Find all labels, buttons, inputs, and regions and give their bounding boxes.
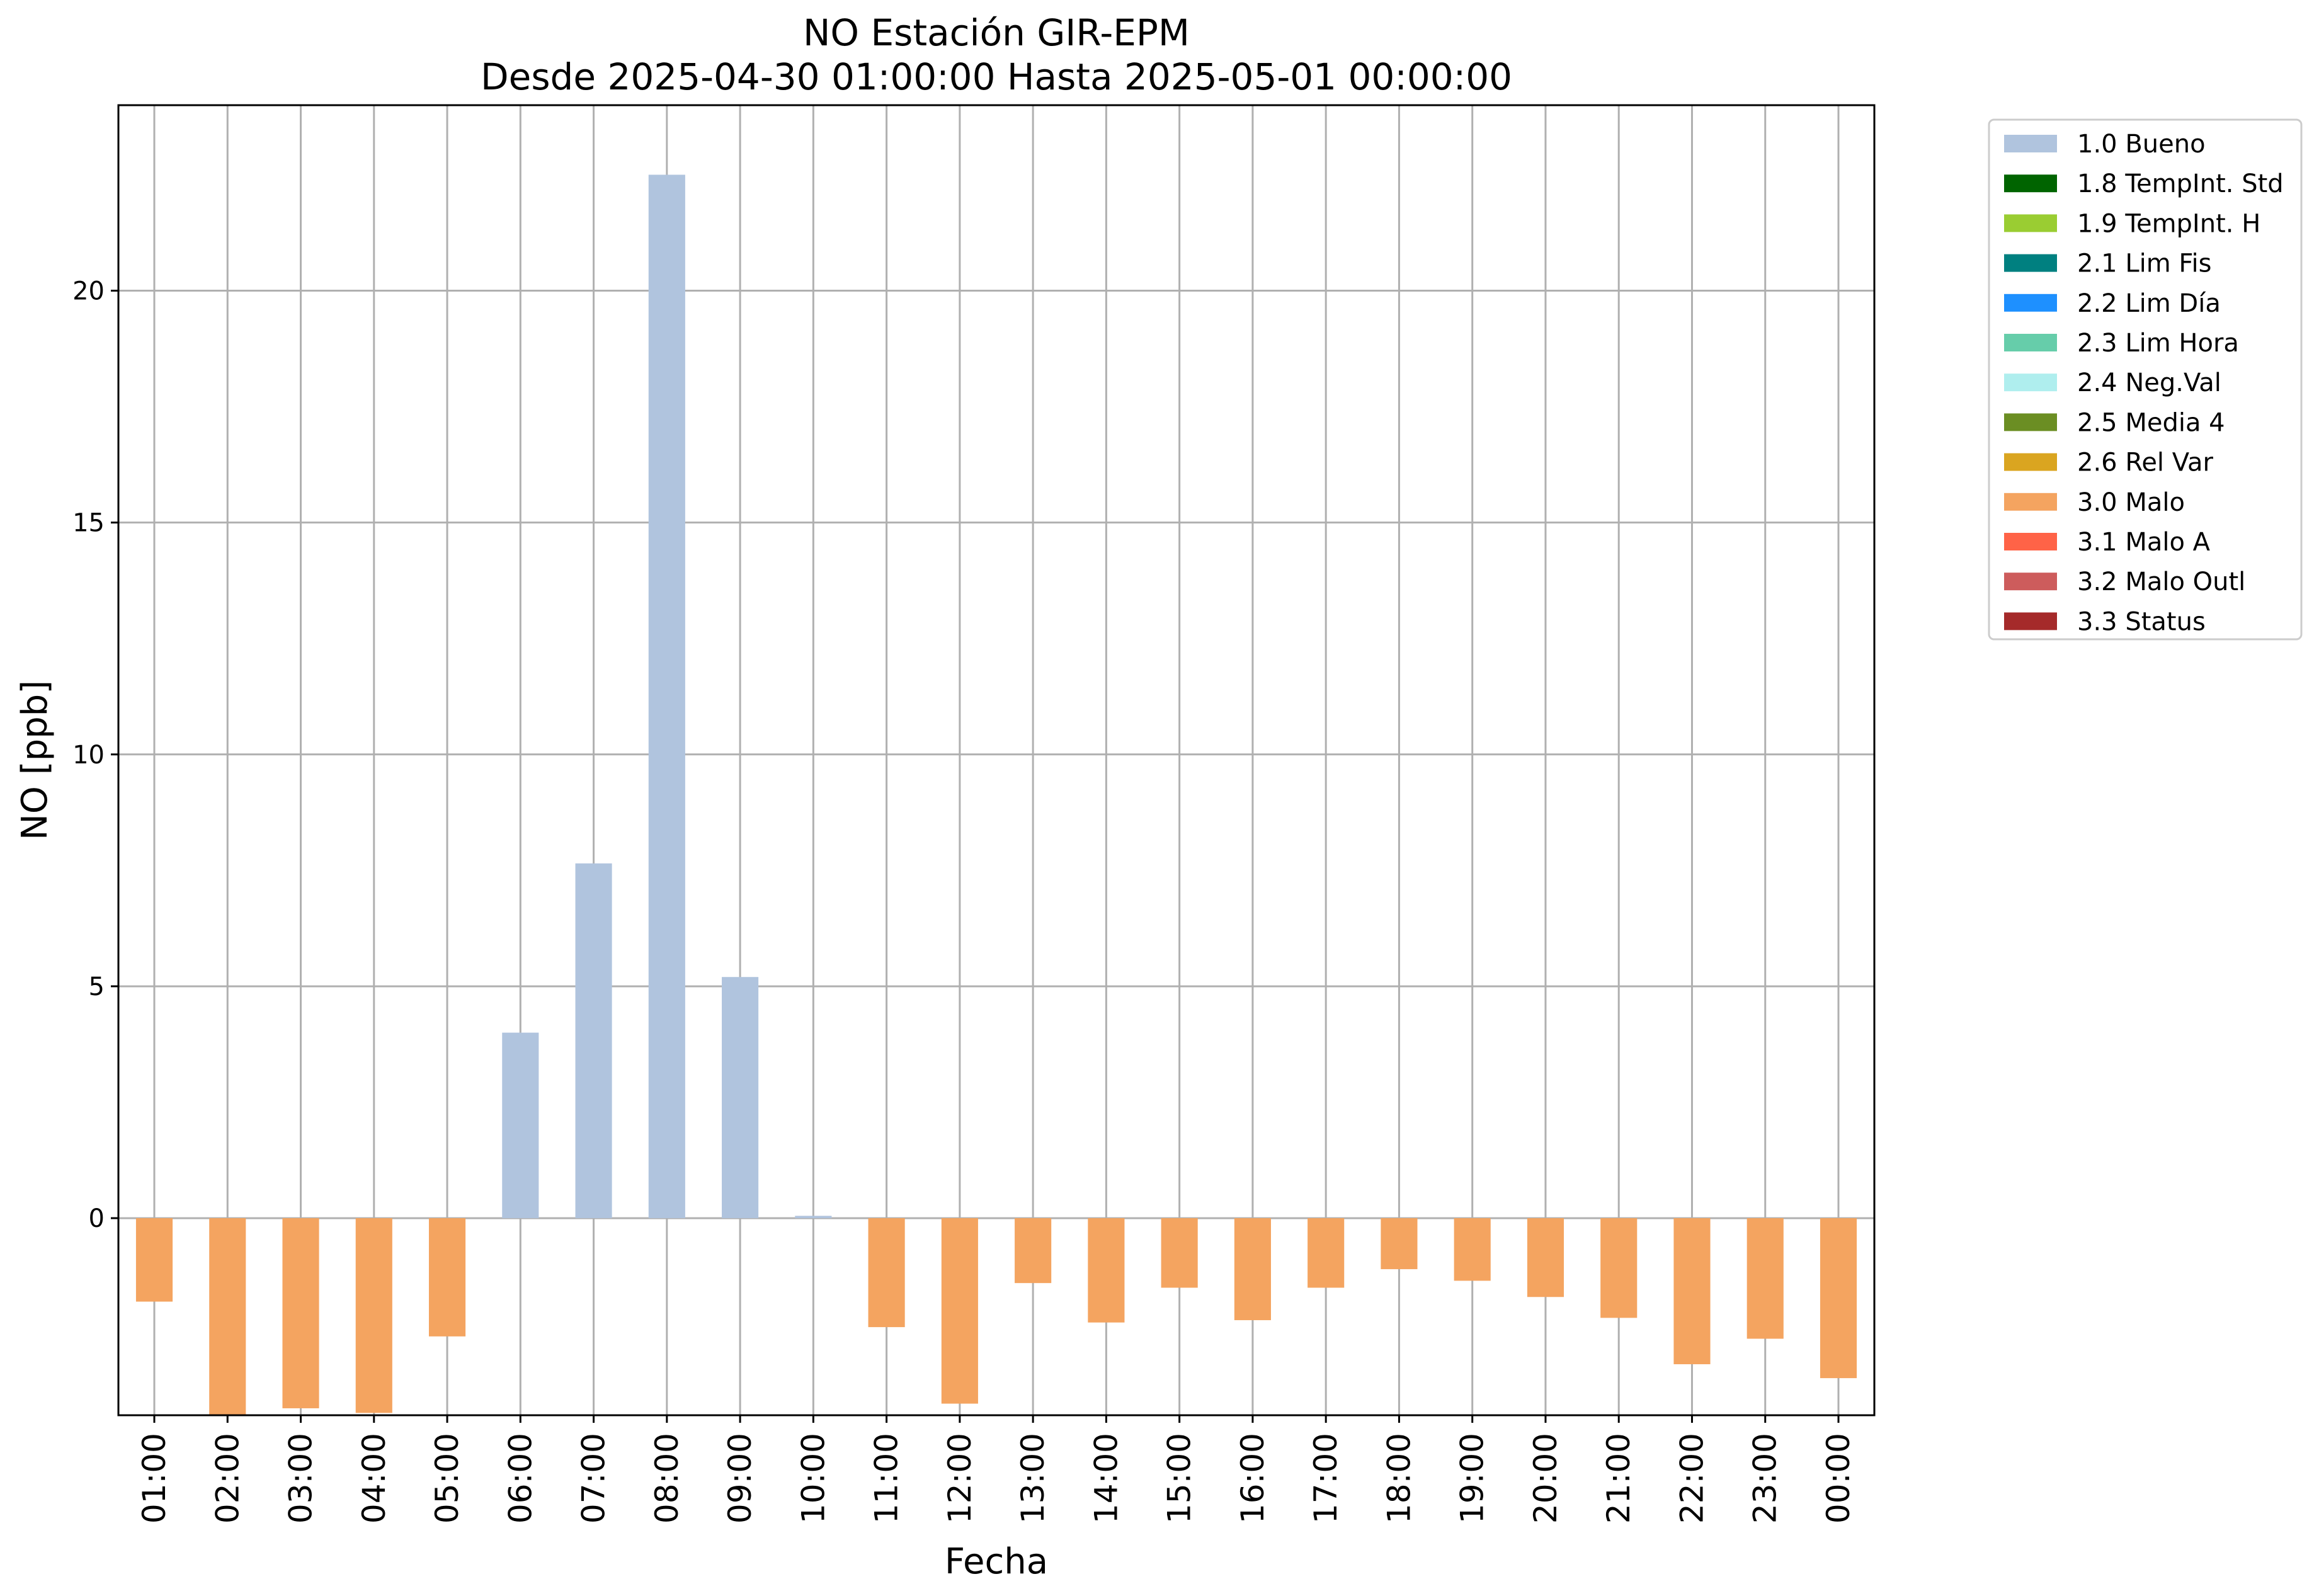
legend-swatch (2004, 453, 2057, 471)
y-tick-label: 0 (89, 1204, 105, 1233)
legend-label: 1.9 TempInt. H (2077, 209, 2260, 238)
plot-frame (117, 104, 1876, 1416)
bar-0900 (722, 977, 759, 1219)
x-tick-label: 16:00 (1234, 1433, 1271, 1524)
bars (135, 174, 1857, 1415)
legend-items: 1.0 Bueno 1.8 TempInt. Std 1.9 TempInt. H 2… (2004, 130, 2284, 636)
bar-0000 (1820, 1218, 1857, 1379)
x-tick-label: 05:00 (429, 1433, 465, 1524)
legend-swatch (2004, 214, 2057, 232)
legend-label: 1.8 TempInt. Std (2077, 169, 2284, 198)
legend-swatch (2004, 493, 2057, 511)
bar-1100 (868, 1218, 905, 1328)
x-tick-label: 14:00 (1088, 1433, 1124, 1524)
bar-0500 (428, 1218, 466, 1337)
legend-swatch (2004, 373, 2057, 392)
legend-label: 3.3 Status (2077, 607, 2206, 636)
legend-swatch (2004, 254, 2057, 272)
x-tick-label: 01:00 (136, 1433, 173, 1524)
bar-0300 (282, 1218, 319, 1408)
y-tick-label: 10 (72, 741, 105, 770)
bar-0100 (135, 1218, 173, 1302)
x-axis-ticks: 01:00 02:00 03:00 04:00 05:00 06:00 07:00 08:00… (136, 1415, 1857, 1524)
bar-0800 (648, 174, 685, 1219)
legend-swatch (2004, 174, 2057, 193)
bar-1900 (1454, 1218, 1491, 1281)
x-tick-label: 23:00 (1747, 1433, 1784, 1524)
legend-label: 1.0 Bueno (2077, 130, 2206, 159)
legend-swatch (2004, 135, 2057, 152)
legend-label: 2.2 Lim Día (2077, 289, 2221, 318)
bar-0600 (502, 1032, 539, 1219)
x-tick-label: 18:00 (1381, 1433, 1417, 1524)
x-tick-label: 09:00 (722, 1433, 758, 1524)
x-tick-label: 00:00 (1820, 1433, 1857, 1524)
bar-1800 (1381, 1218, 1418, 1270)
bar-1700 (1308, 1218, 1345, 1288)
x-tick-label: 20:00 (1527, 1433, 1564, 1524)
y-axis-label: NO [ppb] (14, 680, 55, 840)
bar-0400 (355, 1218, 392, 1413)
bar-2200 (1673, 1218, 1711, 1365)
x-tick-label: 02:00 (209, 1433, 246, 1524)
legend: 1.0 Bueno 1.8 TempInt. Std 1.9 TempInt. H 2… (1988, 118, 2303, 641)
legend-swatch (2004, 612, 2057, 630)
chart-title: NO Estación GIR-EPM (803, 11, 1190, 54)
legend-label: 3.1 Malo A (2077, 528, 2211, 557)
legend-label: 3.2 Malo Outl (2077, 567, 2245, 596)
legend-label: 2.4 Neg.Val (2077, 368, 2221, 397)
bar-1400 (1088, 1218, 1125, 1323)
x-tick-label: 08:00 (649, 1433, 685, 1524)
legend-label: 2.1 Lim Fis (2077, 249, 2211, 278)
legend-frame (1988, 118, 2303, 641)
x-axis-label: Fecha (945, 1541, 1048, 1582)
x-tick-label: 12:00 (942, 1433, 978, 1524)
bar-1600 (1234, 1218, 1271, 1321)
bar-2000 (1527, 1218, 1564, 1297)
legend-swatch (2004, 533, 2057, 550)
x-tick-label: 17:00 (1308, 1433, 1344, 1524)
x-tick-label: 10:00 (795, 1433, 831, 1524)
legend-label: 2.6 Rel Var (2077, 448, 2214, 477)
chart-subtitle: Desde 2025-04-30 01:00:00 Hasta 2025-05-… (481, 55, 1512, 98)
x-tick-label: 04:00 (356, 1433, 392, 1524)
y-axis-ticks: 0 5 10 15 20 (72, 277, 118, 1233)
y-tick-label: 15 (72, 509, 105, 538)
bar-1500 (1161, 1218, 1198, 1288)
bar-2300 (1746, 1218, 1784, 1339)
legend-swatch (2004, 294, 2057, 312)
x-tick-label: 07:00 (576, 1433, 612, 1524)
x-tick-label: 03:00 (283, 1433, 319, 1524)
y-tick-label: 5 (89, 972, 105, 1001)
x-tick-label: 22:00 (1673, 1433, 1710, 1524)
x-tick-label: 21:00 (1600, 1433, 1637, 1524)
x-tick-label: 15:00 (1161, 1433, 1198, 1524)
x-tick-label: 13:00 (1015, 1433, 1051, 1524)
legend-label: 3.0 Malo (2077, 488, 2185, 517)
bar-0700 (575, 863, 612, 1219)
legend-label: 2.5 Media 4 (2077, 408, 2225, 437)
legend-label: 2.3 Lim Hora (2077, 329, 2239, 358)
bar-1000 (795, 1216, 832, 1219)
x-tick-label: 19:00 (1454, 1433, 1491, 1524)
x-tick-label: 11:00 (869, 1433, 905, 1524)
bar-1300 (1015, 1218, 1052, 1284)
bar-2100 (1600, 1218, 1638, 1318)
bar-1200 (941, 1218, 978, 1404)
x-tick-label: 06:00 (502, 1433, 538, 1524)
legend-swatch (2004, 334, 2057, 351)
legend-swatch (2004, 413, 2057, 431)
y-tick-label: 20 (72, 277, 105, 306)
legend-swatch (2004, 573, 2057, 591)
bar-0200 (209, 1218, 246, 1415)
